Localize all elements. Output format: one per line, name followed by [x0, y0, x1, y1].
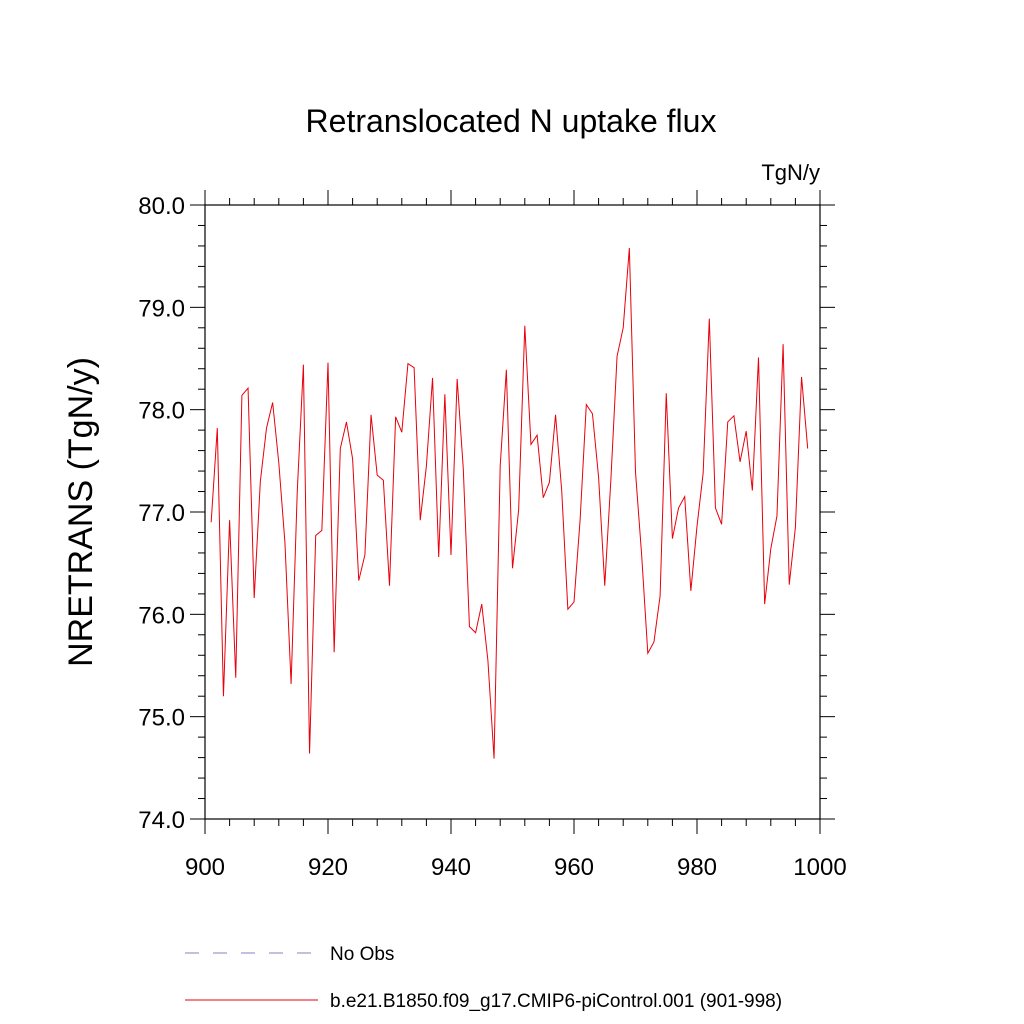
legend: No Obs b.e21.B1850.f09_g17.CMIP6-piContr…: [185, 944, 782, 1012]
x-tick-label: 940: [431, 854, 471, 881]
chart-title: Retranslocated N uptake flux: [306, 103, 717, 139]
x-tick-label: 900: [185, 854, 225, 881]
x-tick-label: 920: [308, 854, 348, 881]
units-label: TgN/y: [761, 160, 820, 185]
y-axis-title: NRETRANS (TgN/y): [62, 357, 100, 667]
plot-frame: [204, 204, 821, 820]
tick-labels: 900 920 940 960 980 1000 74.0 75.0 76.0 77.0 78.0 7…: [138, 193, 846, 881]
series-line: [210, 247, 809, 759]
x-tick-label: 980: [677, 854, 717, 881]
y-tick-label: 78.0: [138, 398, 185, 425]
y-tick-label: 77.0: [138, 500, 185, 527]
y-tick-label: 75.0: [138, 705, 185, 732]
x-tick-label: 1000: [793, 854, 846, 881]
legend-label-pi-control: b.e21.B1850.f09_g17.CMIP6-piControl.001 …: [330, 991, 782, 1012]
y-tick-label: 76.0: [138, 602, 185, 629]
x-tick-label: 960: [554, 854, 594, 881]
axis-ticks: [190, 190, 835, 834]
y-tick-label: 80.0: [138, 193, 185, 220]
y-tick-label: 79.0: [138, 295, 185, 322]
legend-label-no-obs: No Obs: [330, 944, 394, 965]
y-tick-label: 74.0: [138, 807, 185, 834]
